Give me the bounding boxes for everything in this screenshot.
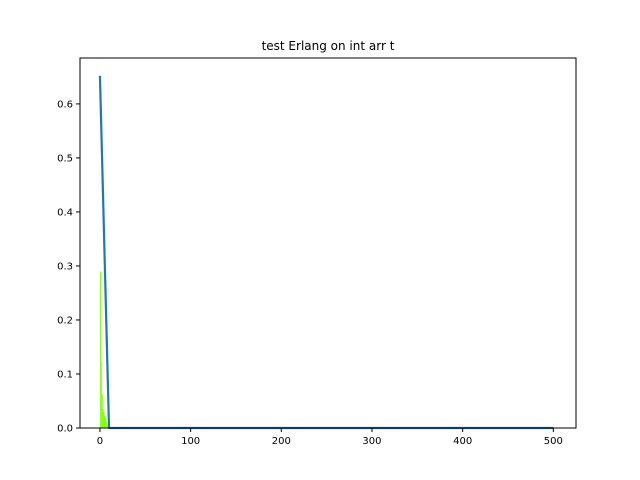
histogram-bar xyxy=(101,394,103,428)
histogram-bar xyxy=(102,409,104,428)
histogram-bar xyxy=(107,424,109,428)
x-tick-label: 0 xyxy=(97,436,103,447)
histogram-bar xyxy=(100,360,102,428)
x-tick-label: 200 xyxy=(272,436,291,447)
histogram-bars xyxy=(99,271,109,428)
histogram-bar xyxy=(99,271,101,428)
line-series xyxy=(98,75,554,430)
y-tick-label: 0.6 xyxy=(57,99,73,110)
x-tick-label: 400 xyxy=(453,436,472,447)
x-axis-ticks: 0 100 200 300 400 500 xyxy=(97,428,563,447)
x-tick-label: 500 xyxy=(544,436,563,447)
y-tick-label: 0.2 xyxy=(57,315,73,326)
y-tick-label: 0.3 xyxy=(57,261,73,272)
series-line xyxy=(98,75,554,430)
x-tick-label: 300 xyxy=(362,436,381,447)
y-axis-ticks: 0.0 0.1 0.2 0.3 0.4 0.5 0.6 xyxy=(57,99,80,435)
histogram-bar xyxy=(106,421,108,428)
y-tick-label: 0.1 xyxy=(57,369,73,380)
histogram-bar xyxy=(105,418,107,428)
y-tick-label: 0.0 xyxy=(57,424,73,435)
y-tick-label: 0.5 xyxy=(57,153,73,164)
histogram-bar xyxy=(104,416,106,428)
y-tick-label: 0.4 xyxy=(57,207,73,218)
axes-frame xyxy=(79,57,577,429)
histogram-bar xyxy=(103,411,105,428)
x-tick-label: 100 xyxy=(181,436,200,447)
chart-title: test Erlang on int arr t xyxy=(262,39,395,53)
